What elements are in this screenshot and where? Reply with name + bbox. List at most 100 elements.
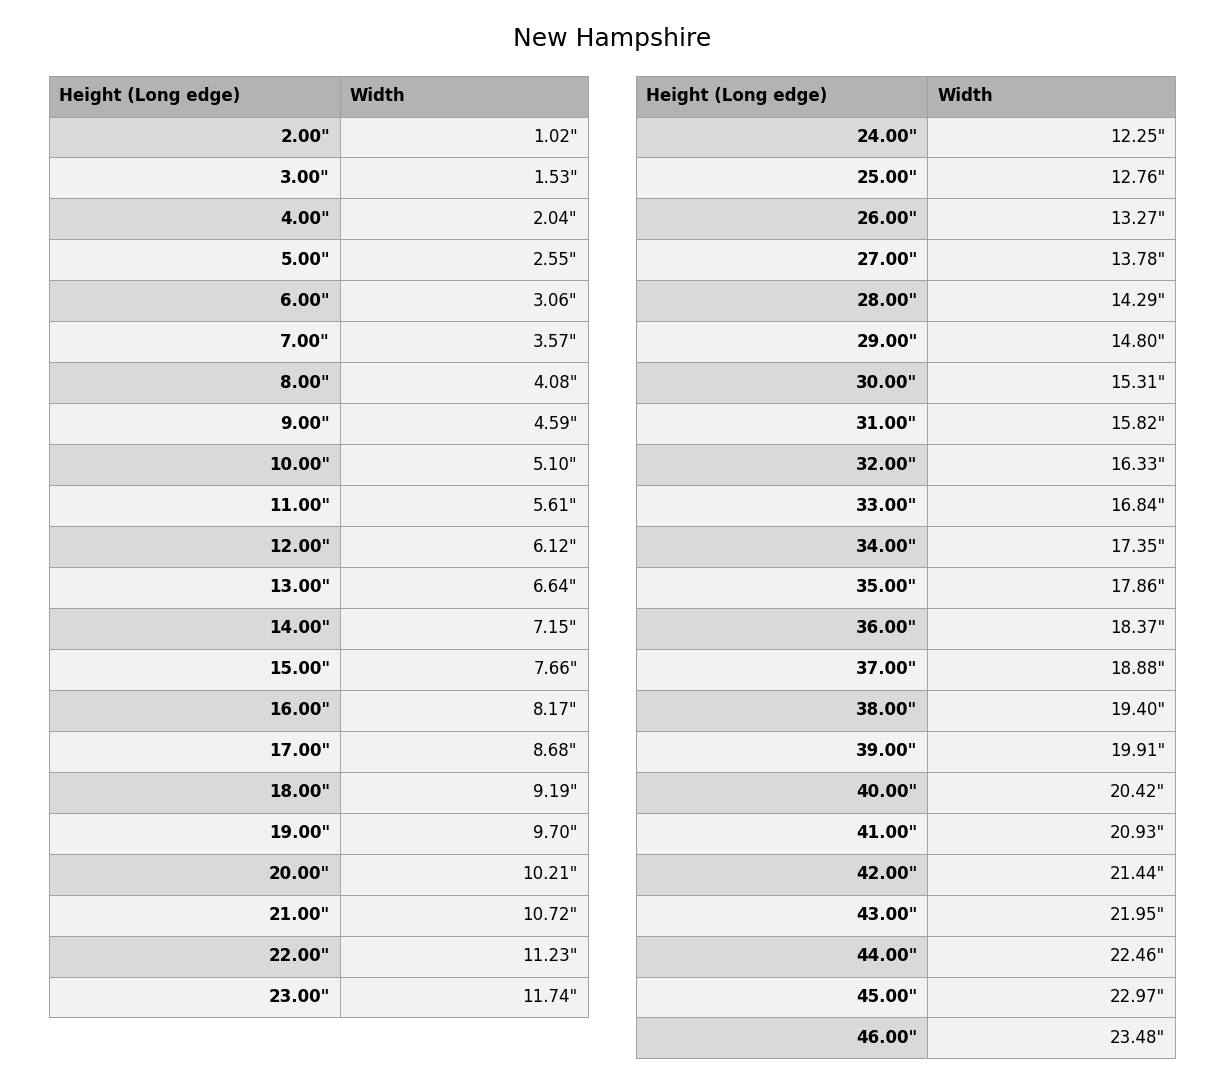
Bar	[340, 485, 588, 526]
Bar	[636, 1017, 928, 1058]
Bar	[928, 485, 1175, 526]
Bar	[340, 935, 588, 976]
Bar	[340, 444, 588, 485]
Text: 11.74": 11.74"	[523, 988, 578, 1005]
Bar	[49, 158, 340, 199]
Text: 16.84": 16.84"	[1110, 497, 1165, 514]
Text: 12.25": 12.25"	[1110, 129, 1165, 146]
Text: 44.00": 44.00"	[856, 947, 918, 966]
Text: 19.91": 19.91"	[1110, 742, 1165, 760]
Text: 12.76": 12.76"	[1110, 168, 1165, 187]
Bar	[49, 567, 340, 608]
Bar	[928, 199, 1175, 240]
Text: 39.00": 39.00"	[856, 742, 918, 760]
Bar	[340, 240, 588, 281]
Bar	[49, 812, 340, 853]
Bar	[928, 649, 1175, 690]
Bar	[49, 853, 340, 894]
Text: 18.37": 18.37"	[1110, 620, 1165, 637]
Bar	[340, 976, 588, 1017]
Bar	[49, 690, 340, 731]
Text: 42.00": 42.00"	[856, 865, 918, 883]
Bar	[49, 403, 340, 444]
Text: 18.88": 18.88"	[1110, 660, 1165, 678]
Bar	[340, 362, 588, 403]
Bar	[928, 731, 1175, 772]
Bar	[49, 935, 340, 976]
Text: 22.46": 22.46"	[1110, 947, 1165, 966]
Bar	[636, 362, 928, 403]
Text: 31.00": 31.00"	[857, 415, 918, 433]
Bar	[49, 731, 340, 772]
Text: 4.00": 4.00"	[280, 210, 330, 228]
Text: 4.08": 4.08"	[534, 374, 578, 392]
Text: 5.00": 5.00"	[280, 251, 330, 269]
Bar	[49, 281, 340, 321]
Text: 13.78": 13.78"	[1110, 251, 1165, 269]
Text: 26.00": 26.00"	[857, 210, 918, 228]
Bar	[636, 935, 928, 976]
Text: 23.48": 23.48"	[1110, 1029, 1165, 1047]
Bar	[928, 935, 1175, 976]
Bar	[49, 976, 340, 1017]
Bar	[340, 690, 588, 731]
Bar	[340, 321, 588, 362]
Bar	[49, 362, 340, 403]
Bar	[340, 76, 588, 117]
Bar	[340, 772, 588, 813]
Bar	[49, 240, 340, 281]
Text: 8.68": 8.68"	[534, 742, 578, 760]
Text: 27.00": 27.00"	[856, 251, 918, 269]
Text: 2.04": 2.04"	[534, 210, 578, 228]
Bar	[928, 321, 1175, 362]
Bar	[49, 526, 340, 567]
Bar	[928, 1017, 1175, 1058]
Bar	[49, 649, 340, 690]
Text: New Hampshire: New Hampshire	[513, 27, 711, 51]
Text: 20.00": 20.00"	[269, 865, 330, 883]
Text: 7.15": 7.15"	[534, 620, 578, 637]
Text: 24.00": 24.00"	[856, 129, 918, 146]
Bar	[928, 158, 1175, 199]
Text: 8.00": 8.00"	[280, 374, 330, 392]
Text: Width: Width	[938, 87, 993, 105]
Text: 17.86": 17.86"	[1110, 579, 1165, 596]
Bar	[928, 444, 1175, 485]
Text: 14.29": 14.29"	[1110, 292, 1165, 310]
Bar	[340, 281, 588, 321]
Text: 19.40": 19.40"	[1110, 701, 1165, 719]
Bar	[636, 240, 928, 281]
Text: 33.00": 33.00"	[856, 497, 918, 514]
Bar	[636, 485, 928, 526]
Text: 28.00": 28.00"	[857, 292, 918, 310]
Text: 22.00": 22.00"	[268, 947, 330, 966]
Text: 30.00": 30.00"	[857, 374, 918, 392]
Bar	[928, 76, 1175, 117]
Bar	[636, 444, 928, 485]
Text: 32.00": 32.00"	[856, 456, 918, 474]
Bar	[636, 76, 928, 117]
Text: 7.00": 7.00"	[280, 333, 330, 351]
Bar	[340, 894, 588, 935]
Bar	[636, 403, 928, 444]
Bar	[928, 608, 1175, 649]
Text: 18.00": 18.00"	[269, 783, 330, 801]
Text: 41.00": 41.00"	[857, 824, 918, 842]
Bar	[636, 772, 928, 813]
Text: 13.27": 13.27"	[1110, 210, 1165, 228]
Bar	[340, 608, 588, 649]
Text: 12.00": 12.00"	[269, 538, 330, 555]
Bar	[928, 403, 1175, 444]
Text: 3.00": 3.00"	[280, 168, 330, 187]
Text: 25.00": 25.00"	[857, 168, 918, 187]
Bar	[49, 199, 340, 240]
Bar	[636, 690, 928, 731]
Text: 21.95": 21.95"	[1110, 906, 1165, 924]
Text: Width: Width	[350, 87, 405, 105]
Text: 21.00": 21.00"	[269, 906, 330, 924]
Bar	[636, 812, 928, 853]
Text: 10.72": 10.72"	[523, 906, 578, 924]
Text: 40.00": 40.00"	[857, 783, 918, 801]
Bar	[928, 117, 1175, 158]
Bar	[340, 649, 588, 690]
